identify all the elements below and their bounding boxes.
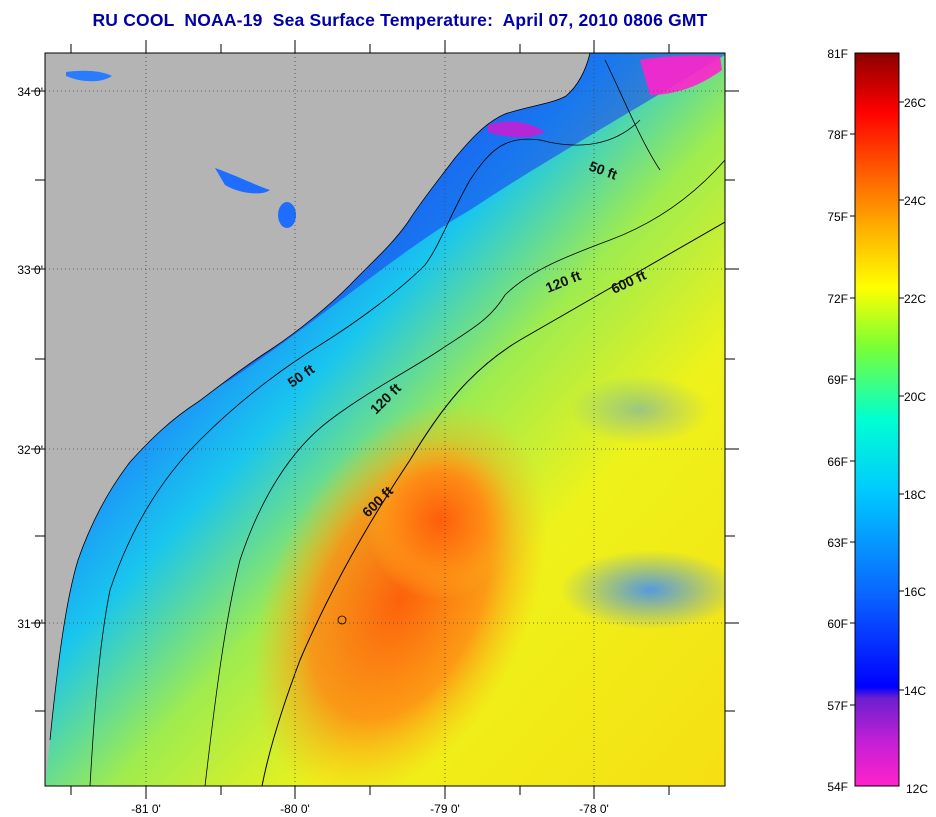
colorbar-f-63: 63F [827,536,848,550]
colorbar-ticks [850,101,904,706]
lon-label-78: -78 0' [579,802,609,816]
colorbar [854,52,900,787]
colorbar-f-75: 75F [827,210,848,224]
colorbar-c-18: 18C [904,488,926,502]
colorbar-f-69: 69F [827,373,848,387]
colorbar-f-54: 54F [827,780,848,794]
map-title: RU COOL NOAA-19 Sea Surface Temperature:… [92,10,708,30]
colorbar-c-24: 24C [904,194,926,208]
map-frame [44,52,726,787]
colorbar-f-78: 78F [827,128,848,142]
colorbar-f-57: 57F [827,699,848,713]
lat-label-32: 32 0' [17,443,43,457]
colorbar-f-72: 72F [827,292,848,306]
colorbar-f-81: 81F [827,47,848,61]
lat-label-34: 34 0' [17,85,43,99]
colorbar-c-20: 20C [904,390,926,404]
colorbar-c-26: 26C [904,96,926,110]
lon-label-80: -80 0' [280,802,310,816]
colorbar-c-14: 14C [904,684,926,698]
colorbar-f-66: 66F [827,455,848,469]
lat-label-31: 31 0' [17,617,43,631]
colorbar-c-22: 22C [904,292,926,306]
graticule [45,53,725,786]
axis-ticks [31,40,739,799]
map-area: 50 ft 50 ft 120 ft 120 ft 600 ft 600 ft [45,53,725,786]
colorbar-c-12: 12C [906,782,928,796]
lon-label-81: -81 0' [131,802,161,816]
colorbar-f-60: 60F [827,617,848,631]
lat-label-33: 33 0' [17,263,43,277]
lon-label-79: -79 0' [430,802,460,816]
land [45,53,590,786]
colorbar-c-16: 16C [904,585,926,599]
